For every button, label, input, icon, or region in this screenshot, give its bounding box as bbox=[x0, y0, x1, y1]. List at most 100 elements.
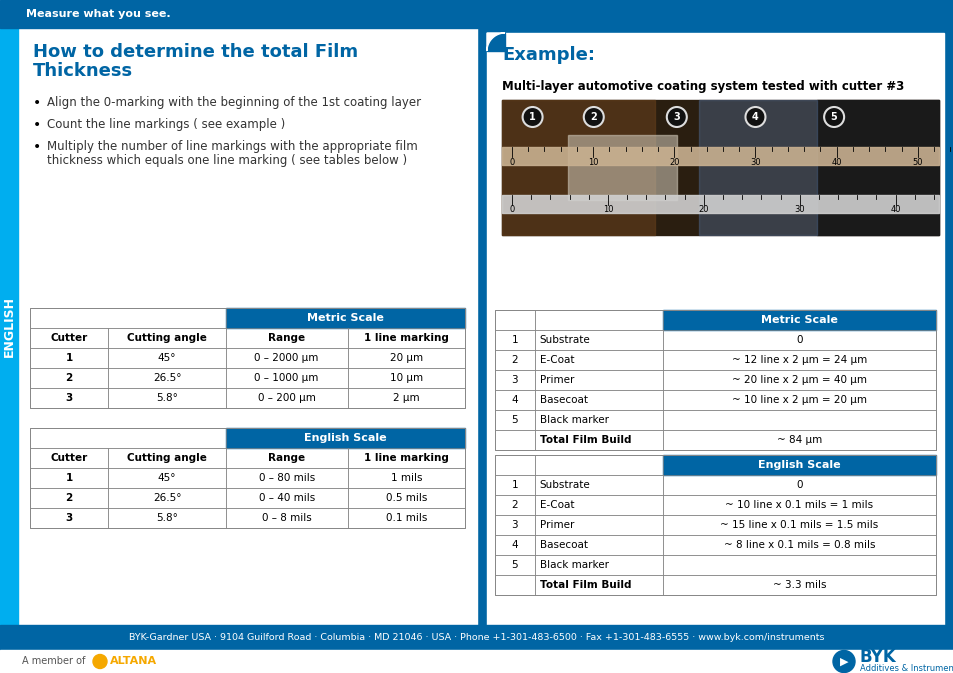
Bar bbox=[109, 388, 226, 408]
Text: 5: 5 bbox=[830, 112, 837, 122]
Bar bbox=[662, 475, 935, 495]
Text: ~ 12 line x 2 μm = 24 μm: ~ 12 line x 2 μm = 24 μm bbox=[731, 355, 866, 365]
Bar bbox=[662, 310, 935, 330]
Bar bbox=[495, 495, 534, 515]
Text: Multiply the number of line markings with the appropriate film: Multiply the number of line markings wit… bbox=[47, 140, 417, 153]
Bar bbox=[495, 370, 534, 390]
Text: ▶: ▶ bbox=[839, 656, 847, 666]
Text: •: • bbox=[33, 118, 41, 132]
Bar bbox=[0, 625, 953, 650]
Polygon shape bbox=[486, 33, 504, 51]
Text: 10: 10 bbox=[602, 205, 613, 215]
Text: 2: 2 bbox=[590, 112, 597, 122]
Text: Multi-layer automotive coating system tested with cutter #3: Multi-layer automotive coating system te… bbox=[501, 80, 903, 93]
Text: 45°: 45° bbox=[157, 353, 176, 363]
Text: 1 mils: 1 mils bbox=[390, 473, 421, 483]
Bar bbox=[534, 455, 662, 475]
Bar bbox=[495, 310, 935, 450]
Text: 20: 20 bbox=[668, 158, 679, 168]
Text: 40: 40 bbox=[889, 205, 900, 215]
Bar bbox=[109, 448, 226, 468]
Text: 3: 3 bbox=[673, 112, 679, 122]
Bar bbox=[0, 28, 18, 625]
Bar bbox=[0, 0, 953, 28]
Bar bbox=[534, 555, 662, 575]
Text: 10 μm: 10 μm bbox=[390, 373, 422, 383]
Bar bbox=[226, 448, 347, 468]
Bar bbox=[534, 495, 662, 515]
Bar bbox=[495, 575, 534, 595]
Bar bbox=[495, 555, 534, 575]
Bar bbox=[226, 468, 347, 488]
Bar bbox=[662, 515, 935, 535]
Bar bbox=[534, 410, 662, 430]
Text: Range: Range bbox=[268, 333, 305, 343]
Text: 5: 5 bbox=[511, 560, 517, 570]
Text: Primer: Primer bbox=[539, 520, 574, 530]
Text: 2: 2 bbox=[511, 500, 517, 510]
Text: 3: 3 bbox=[66, 513, 72, 523]
Bar bbox=[495, 515, 534, 535]
Bar bbox=[495, 455, 935, 595]
Text: Basecoat: Basecoat bbox=[539, 540, 587, 550]
Bar bbox=[30, 308, 464, 408]
Bar bbox=[226, 488, 347, 508]
Text: 0.5 mils: 0.5 mils bbox=[385, 493, 427, 503]
Bar bbox=[347, 328, 464, 348]
Bar bbox=[18, 28, 476, 625]
Text: 26.5°: 26.5° bbox=[152, 373, 181, 383]
Text: Black marker: Black marker bbox=[539, 415, 608, 425]
Text: ALTANA: ALTANA bbox=[110, 656, 157, 666]
Bar bbox=[662, 555, 935, 575]
Bar bbox=[30, 448, 109, 468]
Text: 3: 3 bbox=[66, 393, 72, 403]
Bar bbox=[495, 430, 534, 450]
Bar bbox=[109, 488, 226, 508]
Text: 4: 4 bbox=[511, 395, 517, 405]
Bar bbox=[30, 428, 226, 448]
Bar bbox=[662, 410, 935, 430]
Text: 0 – 1000 μm: 0 – 1000 μm bbox=[254, 373, 318, 383]
Text: 40: 40 bbox=[830, 158, 841, 168]
Bar bbox=[226, 348, 347, 368]
Bar bbox=[698, 100, 816, 235]
Text: 2: 2 bbox=[511, 355, 517, 365]
Bar bbox=[816, 100, 938, 235]
Text: 1: 1 bbox=[66, 353, 72, 363]
Text: BYK-Gardner USA · 9104 Guilford Road · Columbia · MD 21046 · USA · Phone +1-301-: BYK-Gardner USA · 9104 Guilford Road · C… bbox=[129, 633, 824, 642]
Text: Count the line markings ( see example ): Count the line markings ( see example ) bbox=[47, 118, 285, 131]
Text: 0 – 2000 μm: 0 – 2000 μm bbox=[254, 353, 318, 363]
Text: 0 – 200 μm: 0 – 200 μm bbox=[257, 393, 315, 403]
Text: 4: 4 bbox=[511, 540, 517, 550]
Bar bbox=[109, 348, 226, 368]
Bar bbox=[495, 350, 534, 370]
Text: ~ 15 line x 0.1 mils = 1.5 mils: ~ 15 line x 0.1 mils = 1.5 mils bbox=[720, 520, 878, 530]
Text: 0 – 40 mils: 0 – 40 mils bbox=[258, 493, 314, 503]
Text: 2: 2 bbox=[66, 373, 72, 383]
Text: 1: 1 bbox=[66, 473, 72, 483]
Bar bbox=[30, 308, 226, 328]
Text: ENGLISH: ENGLISH bbox=[3, 296, 15, 357]
Text: 0: 0 bbox=[795, 335, 801, 345]
Bar bbox=[495, 390, 534, 410]
Bar bbox=[501, 194, 938, 213]
Text: Align the 0-marking with the beginning of the 1st coating layer: Align the 0-marking with the beginning o… bbox=[47, 96, 420, 109]
Text: 30: 30 bbox=[749, 158, 760, 168]
Text: Metric Scale: Metric Scale bbox=[760, 315, 837, 325]
Text: 5: 5 bbox=[511, 415, 517, 425]
Bar bbox=[662, 495, 935, 515]
Bar bbox=[534, 575, 662, 595]
Bar bbox=[662, 535, 935, 555]
Text: 5.8°: 5.8° bbox=[156, 393, 178, 403]
Text: ~ 10 line x 0.1 mils = 1 mils: ~ 10 line x 0.1 mils = 1 mils bbox=[724, 500, 872, 510]
Bar bbox=[226, 388, 347, 408]
Bar bbox=[0, 650, 953, 673]
Text: ~ 84 μm: ~ 84 μm bbox=[776, 435, 821, 445]
Text: Thickness: Thickness bbox=[33, 62, 133, 80]
Bar bbox=[226, 328, 347, 348]
Bar bbox=[486, 33, 504, 51]
Text: 30: 30 bbox=[794, 205, 804, 215]
Text: 10: 10 bbox=[587, 158, 598, 168]
Circle shape bbox=[744, 107, 764, 127]
Bar bbox=[662, 575, 935, 595]
